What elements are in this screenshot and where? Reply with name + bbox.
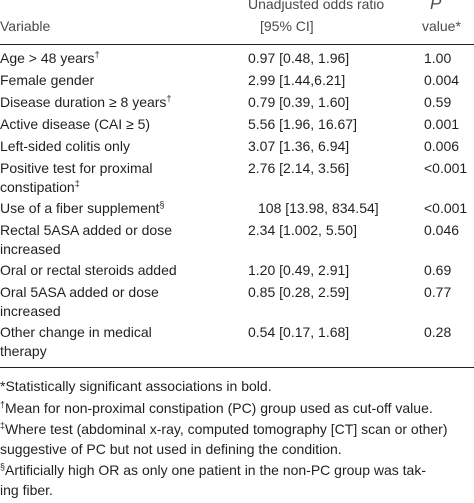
table-row-variable: Active disease (CAI ≥ 5) (0, 116, 151, 132)
p-value-cell: 1.00 (424, 50, 452, 66)
p-value-cell: 0.004 (424, 72, 460, 88)
p-value-cell: 0.59 (424, 94, 452, 110)
table-row-variable: Disease duration ≥ 8 years† (0, 93, 172, 110)
p-value-cell: 0.001 (424, 116, 460, 132)
p-value-header: value* (422, 18, 461, 34)
odds-ratio-cell: 3.07 [1.36, 6.94] (248, 138, 350, 154)
footnote-star: *Statistically significant associations … (0, 378, 272, 394)
header-rule (0, 44, 474, 45)
table-row-variable: Other change in medical (0, 324, 152, 340)
footnote-section: §Artificially high OR as only one patien… (0, 461, 427, 478)
table-row-variable: Oral 5ASA added or dose (0, 284, 159, 300)
odds-ratio-cell: 0.79 [0.39, 1.60] (248, 94, 350, 110)
table-row-variable: Positive test for proximal (0, 160, 153, 176)
p-value-cell: 0.69 (424, 262, 452, 278)
odds-ratio-cell: 0.85 [0.28, 2.59] (248, 284, 350, 300)
variable-header: Variable (0, 18, 51, 34)
odds-ratio-cell: 0.54 [0.17, 1.68] (248, 324, 350, 340)
odds-ratio-header: Unadjusted odds ratio (248, 0, 385, 12)
odds-ratio-cell: 1.20 [0.49, 2.91] (248, 262, 350, 278)
footnote-ddagger: ‡Where test (abdominal x-ray, computed t… (0, 420, 448, 437)
table-row-variable-cont: increased (0, 303, 61, 319)
p-value-header-letter: P (430, 0, 442, 13)
footnote-dagger: †Mean for non-proximal constipation (PC)… (0, 399, 433, 416)
odds-ratio-cell: 2.99 [1.44,6.21] (248, 72, 346, 88)
table-row-variable-cont: increased (0, 241, 61, 257)
footnote-section-cont: ing fiber. (0, 482, 53, 498)
p-value-cell: 0.006 (424, 138, 460, 154)
footnote-ddagger-cont: suggestive of PC but not used in definin… (0, 441, 342, 457)
p-value-cell: 0.28 (424, 324, 452, 340)
table-row-variable: Female gender (0, 72, 95, 88)
table-row-variable: Left-sided colitis only (0, 138, 130, 154)
odds-ratio-cell: 0.97 [0.48, 1.96] (248, 50, 350, 66)
p-value-cell: <0.001 (424, 200, 468, 216)
odds-ratio-cell: 5.56 [1.96, 16.67] (248, 116, 357, 132)
p-value-cell: 0.046 (424, 222, 460, 238)
table-row-variable: Use of a fiber supplement§ (0, 199, 165, 216)
table-row-variable: Age > 48 years† (0, 49, 100, 66)
odds-ratio-cell: 2.76 [2.14, 3.56] (248, 160, 350, 176)
ci-header: [95% CI] (260, 18, 314, 34)
table-row-variable-cont: therapy (0, 343, 47, 359)
table-row-variable-cont: constipation‡ (0, 178, 80, 195)
p-value-cell: <0.001 (424, 160, 468, 176)
odds-ratio-cell: 108 [13.98, 834.54] (258, 200, 379, 216)
table-row-variable: Oral or rectal steroids added (0, 262, 177, 278)
p-value-cell: 0.77 (424, 284, 452, 300)
odds-ratio-cell: 2.34 [1.002, 5.50] (248, 222, 357, 238)
table-row-variable: Rectal 5ASA added or dose (0, 222, 173, 238)
bottom-rule (0, 367, 474, 368)
